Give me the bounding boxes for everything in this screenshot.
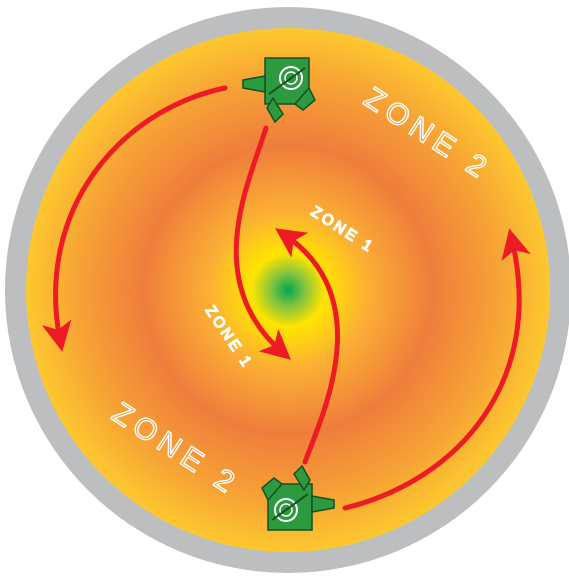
coverage-field <box>26 28 550 552</box>
sprinkler-head-icon-top <box>242 57 316 124</box>
sprinkler-head-icon-bottom <box>261 464 335 531</box>
arrow-right-outer <box>342 228 531 511</box>
arrow-inner-top <box>233 125 292 360</box>
arrow-inner-bottom <box>275 228 340 465</box>
arrow-left-outer <box>41 85 228 352</box>
